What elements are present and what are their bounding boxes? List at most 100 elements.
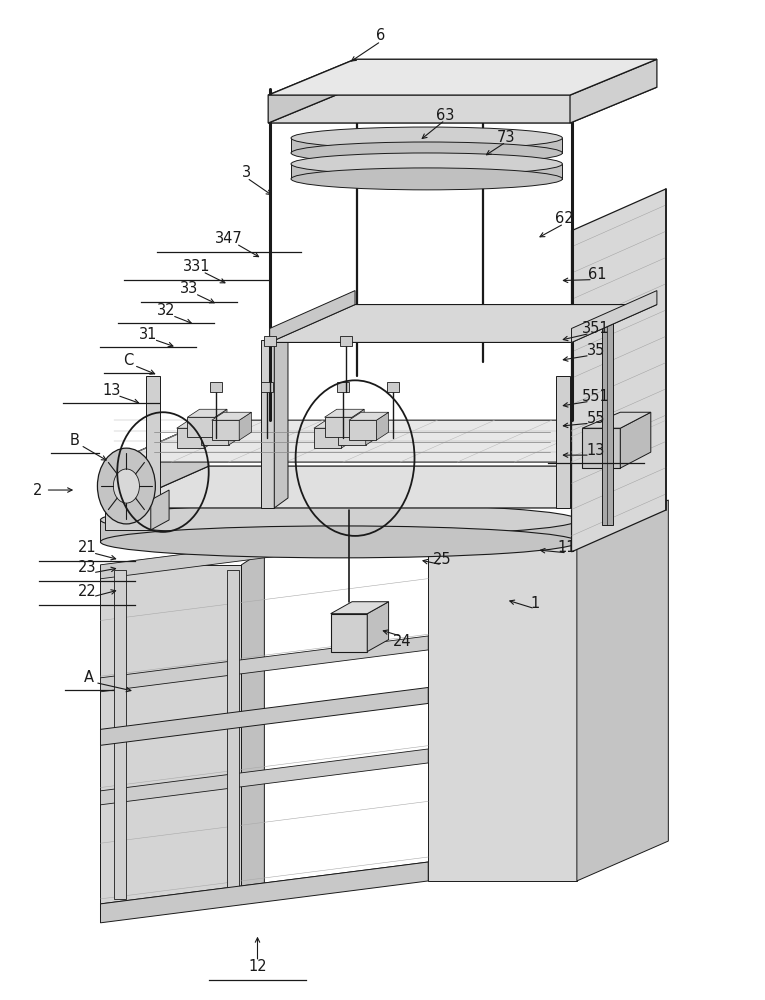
Polygon shape bbox=[100, 520, 578, 542]
Text: 347: 347 bbox=[215, 231, 243, 246]
Polygon shape bbox=[582, 412, 651, 428]
Polygon shape bbox=[349, 420, 376, 440]
Text: B: B bbox=[70, 433, 80, 448]
Ellipse shape bbox=[291, 127, 562, 149]
Polygon shape bbox=[177, 428, 204, 448]
Polygon shape bbox=[100, 565, 242, 904]
Polygon shape bbox=[100, 749, 428, 805]
Polygon shape bbox=[114, 466, 666, 508]
Polygon shape bbox=[340, 336, 352, 346]
Polygon shape bbox=[275, 330, 288, 508]
Polygon shape bbox=[100, 636, 428, 692]
Ellipse shape bbox=[291, 168, 562, 190]
Polygon shape bbox=[187, 409, 227, 417]
Polygon shape bbox=[177, 420, 216, 428]
Polygon shape bbox=[620, 412, 651, 468]
Polygon shape bbox=[105, 500, 151, 530]
Text: 21: 21 bbox=[77, 540, 96, 555]
Polygon shape bbox=[337, 382, 349, 392]
Polygon shape bbox=[314, 420, 353, 428]
Polygon shape bbox=[269, 59, 657, 95]
Polygon shape bbox=[201, 417, 241, 425]
Text: 63: 63 bbox=[436, 108, 454, 123]
Text: 351: 351 bbox=[582, 321, 610, 336]
Polygon shape bbox=[242, 550, 265, 904]
Polygon shape bbox=[367, 602, 389, 652]
Polygon shape bbox=[187, 417, 215, 437]
Polygon shape bbox=[204, 420, 216, 448]
Polygon shape bbox=[264, 336, 276, 346]
Text: 61: 61 bbox=[588, 267, 607, 282]
Polygon shape bbox=[352, 409, 364, 437]
Polygon shape bbox=[114, 570, 126, 899]
Polygon shape bbox=[571, 291, 657, 342]
Polygon shape bbox=[324, 409, 364, 417]
Polygon shape bbox=[366, 417, 378, 445]
Polygon shape bbox=[571, 420, 666, 508]
Text: 33: 33 bbox=[180, 281, 198, 296]
Polygon shape bbox=[324, 417, 352, 437]
Polygon shape bbox=[114, 420, 666, 462]
Polygon shape bbox=[349, 412, 389, 420]
Polygon shape bbox=[341, 420, 353, 448]
Polygon shape bbox=[215, 409, 227, 437]
Ellipse shape bbox=[291, 142, 562, 164]
Polygon shape bbox=[201, 425, 229, 445]
Polygon shape bbox=[269, 87, 657, 123]
Ellipse shape bbox=[100, 526, 578, 558]
Polygon shape bbox=[269, 59, 355, 123]
Text: 12: 12 bbox=[248, 959, 267, 974]
Polygon shape bbox=[239, 412, 252, 440]
Polygon shape bbox=[338, 417, 378, 425]
Polygon shape bbox=[210, 382, 223, 392]
Text: 31: 31 bbox=[138, 327, 157, 342]
Polygon shape bbox=[556, 376, 570, 508]
Polygon shape bbox=[387, 382, 399, 392]
Polygon shape bbox=[291, 164, 562, 179]
Text: 11: 11 bbox=[558, 540, 576, 555]
Text: 55: 55 bbox=[587, 411, 605, 426]
Polygon shape bbox=[570, 59, 657, 123]
Text: 32: 32 bbox=[157, 303, 175, 318]
Text: 35: 35 bbox=[587, 343, 605, 358]
Polygon shape bbox=[100, 523, 428, 579]
Polygon shape bbox=[270, 305, 657, 342]
Polygon shape bbox=[100, 687, 428, 745]
Text: 13: 13 bbox=[102, 383, 120, 398]
Polygon shape bbox=[212, 412, 252, 420]
Polygon shape bbox=[291, 138, 562, 153]
Polygon shape bbox=[582, 428, 620, 468]
Polygon shape bbox=[227, 570, 239, 899]
Polygon shape bbox=[146, 376, 160, 508]
Polygon shape bbox=[330, 614, 367, 652]
Polygon shape bbox=[577, 500, 669, 881]
Polygon shape bbox=[100, 862, 428, 918]
Ellipse shape bbox=[100, 504, 578, 536]
Polygon shape bbox=[151, 490, 169, 530]
Text: 331: 331 bbox=[183, 259, 210, 274]
Polygon shape bbox=[314, 428, 341, 448]
Polygon shape bbox=[261, 382, 273, 392]
Polygon shape bbox=[261, 340, 275, 508]
Polygon shape bbox=[602, 319, 613, 525]
Text: 6: 6 bbox=[376, 28, 386, 43]
Polygon shape bbox=[270, 291, 355, 342]
Ellipse shape bbox=[291, 153, 562, 175]
Text: 22: 22 bbox=[77, 584, 96, 599]
Text: 1: 1 bbox=[530, 596, 539, 611]
Text: 73: 73 bbox=[496, 130, 516, 145]
Text: A: A bbox=[84, 670, 94, 685]
Polygon shape bbox=[330, 602, 389, 614]
Text: 25: 25 bbox=[433, 552, 451, 567]
Text: 551: 551 bbox=[582, 389, 610, 404]
Polygon shape bbox=[212, 420, 239, 440]
Text: 62: 62 bbox=[555, 211, 573, 226]
Text: 23: 23 bbox=[77, 560, 96, 575]
Text: 24: 24 bbox=[393, 634, 412, 649]
Polygon shape bbox=[229, 417, 241, 445]
Text: C: C bbox=[123, 353, 133, 368]
Polygon shape bbox=[338, 425, 366, 445]
Circle shape bbox=[113, 469, 139, 503]
Text: 13: 13 bbox=[587, 443, 605, 458]
Polygon shape bbox=[571, 189, 666, 552]
